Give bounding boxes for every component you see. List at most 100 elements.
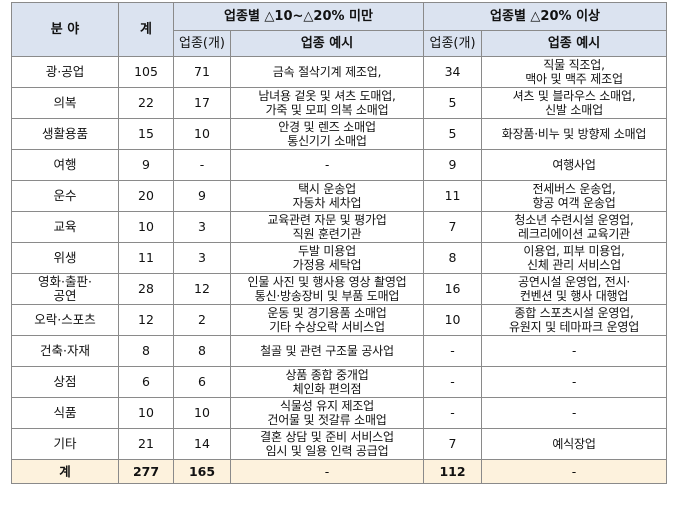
row-g2-examples-line: 신체 관리 서비스업 [527,258,621,272]
table-row: 식품 10 10 식물성 유지 제조업 건어물 및 젓갈류 소매업 - - [11,397,668,429]
row-g2-count: - [423,335,483,367]
row-g2-count: 7 [423,428,483,460]
row-g2-examples-line: 컨벤션 및 행사 대행업 [519,289,629,303]
row-g1-count: 71 [173,56,231,88]
header-g2-examples: 업종 예시 [481,30,668,57]
table-row: 영화·출판· 공연 28 12 인물 사진 및 행사용 영상 촬영업 통신·방송장비 및 … [11,273,668,305]
row-g1-examples: 식물성 유지 제조업 건어물 및 젓갈류 소매업 [229,397,425,429]
row-g1-examples: 결혼 상담 및 준비 서비스업 임시 및 일용 인력 공급업 [229,428,425,460]
row-field: 건축·자재 [11,335,119,367]
industry-table-container: 분 야 계 업종별 △10~△20% 미만 업종별 △20% 이상 업종(개) … [11,2,668,484]
row-g1-examples-line: 임시 및 일용 인력 공급업 [265,444,389,458]
row-g1-examples-line: 식물성 유지 제조업 [280,399,374,413]
row-g2-examples-line: 셔츠 및 블라우스 소매업, [512,89,636,103]
row-g1-examples-line: 가죽 및 모피 의복 소매업 [265,103,389,117]
row-field: 여행 [11,149,119,181]
total-g2-count: 112 [423,459,483,484]
row-field-line: 영화·출판· [38,274,92,289]
row-g1-examples-line: 안경 및 렌즈 소매업 [278,120,376,134]
row-field: 기타 [11,428,119,460]
table-row: 건축·자재 8 8 철골 및 관련 구조물 공사업 - - [11,335,668,367]
row-g1-examples-line: 인물 사진 및 행사용 영상 촬영업 [247,275,407,289]
row-g1-examples: 운동 및 경기용품 소매업 기타 수상오락 서비스업 [229,304,425,336]
row-total: 105 [118,56,174,88]
industry-table: 분 야 계 업종별 △10~△20% 미만 업종별 △20% 이상 업종(개) … [11,2,668,484]
row-field: 생활용품 [11,118,119,150]
row-g1-examples-line: 체인화 편의점 [292,382,362,396]
row-g2-examples: 셔츠 및 블라우스 소매업, 신발 소매업 [481,87,668,119]
row-g1-examples-line: 결혼 상담 및 준비 서비스업 [260,430,394,444]
row-g2-examples-line: - [571,375,577,389]
row-g2-examples-line: 레크리에이션 교육기관 [518,227,631,241]
total-g1-examples: - [229,459,425,484]
row-g1-examples: 두발 미용업 가정용 세탁업 [229,242,425,274]
table-row: 위생 11 3 두발 미용업 가정용 세탁업 8 이용업, 피부 미용업, 신체 관리 서비스… [11,242,668,274]
row-total: 10 [118,211,174,243]
row-field: 교육 [11,211,119,243]
row-g2-examples-line: 종합 스포츠시설 운영업, [514,306,634,320]
table-body: 광·공업 105 71 금속 절삭기계 제조업, 34 직물 직조업, 맥아 및 맥주 제조… [11,56,668,484]
table-row: 광·공업 105 71 금속 절삭기계 제조업, 34 직물 직조업, 맥아 및 맥주 제조… [11,56,668,88]
row-g1-examples-line: 통신·방송장비 및 부품 도매업 [254,289,400,303]
row-g2-examples: 공연시설 운영업, 전시· 컨벤션 및 행사 대행업 [481,273,668,305]
row-g2-count: 34 [423,56,483,88]
row-g1-examples-line: 자동차 세차업 [292,196,362,210]
row-g2-examples-line: - [571,344,577,358]
row-field: 오락·스포츠 [11,304,119,336]
row-total: 6 [118,366,174,398]
header-total: 계 [118,2,174,57]
row-g1-examples-line: 가정용 세탁업 [292,258,362,272]
row-g1-examples: 택시 운송업 자동차 세차업 [229,180,425,212]
header-group2: 업종별 △20% 이상 [423,2,668,31]
row-total: 22 [118,87,174,119]
total-row: 계 277 165 - 112 - [11,459,668,484]
total-g1-count: 165 [173,459,231,484]
header-group1: 업종별 △10~△20% 미만 [172,2,425,31]
row-total: 11 [118,242,174,274]
row-g1-examples-line: 철골 및 관련 구조물 공사업 [260,344,394,358]
table-row: 여행 9- -9 여행사업 [11,149,668,181]
row-g1-count: 14 [173,428,231,460]
row-g2-examples-line: 청소년 수련시설 운영업, [514,213,634,227]
row-g1-examples-line: 기타 수상오락 서비스업 [269,320,385,334]
row-field: 영화·출판· 공연 [11,273,119,305]
row-g2-examples: 예식장업 [481,428,668,460]
table-row: 의복 22 17 남녀용 겉옷 및 셔츠 도매업, 가죽 및 모피 의복 소매업 5 셔츠 … [11,87,668,119]
row-field: 의복 [11,87,119,119]
table-row: 운수 20 9 택시 운송업 자동차 세차업 11 전세버스 운송업, 항공 여객 운송업 [11,180,668,212]
row-field-line: 공연 [53,288,77,303]
row-g2-examples-line: 화장품·비누 및 방향제 소매업 [501,127,647,141]
row-total: 21 [118,428,174,460]
row-g1-count: 3 [173,211,231,243]
row-g1-count: 12 [173,273,231,305]
row-g1-count: 9 [173,180,231,212]
row-g1-examples: 남녀용 겉옷 및 셔츠 도매업, 가죽 및 모피 의복 소매업 [229,87,425,119]
row-g2-count: - [423,397,483,429]
row-g2-count: 11 [423,180,483,212]
row-g2-examples-line: 항공 여객 운송업 [532,196,616,210]
row-g2-examples-line: 공연시설 운영업, 전시· [518,275,631,289]
table-row: 교육 10 3 교육관련 자문 및 평가업 직원 훈련기관 7 청소년 수련시설 운영업, 레… [11,211,668,243]
row-g2-examples-line: 신발 소매업 [545,103,603,117]
row-g2-count: 9 [423,149,483,181]
row-g1-examples-line: 금속 절삭기계 제조업, [272,65,382,79]
row-g1-count: 6 [173,366,231,398]
row-g2-examples: 여행사업 [481,149,668,181]
row-g1-examples: 안경 및 렌즈 소매업 통신기기 소매업 [229,118,425,150]
row-field: 식품 [11,397,119,429]
row-g2-examples: 종합 스포츠시설 운영업, 유원지 및 테마파크 운영업 [481,304,668,336]
row-g1-examples: 철골 및 관련 구조물 공사업 [229,335,425,367]
row-total: 15 [118,118,174,150]
row-g1-examples: 교육관련 자문 및 평가업 직원 훈련기관 [229,211,425,243]
table-row: 오락·스포츠 12 2 운동 및 경기용품 소매업 기타 수상오락 서비스업 10 종합 스… [11,304,668,336]
row-g1-examples-line: 건어물 및 젓갈류 소매업 [267,413,387,427]
row-g1-examples: 금속 절삭기계 제조업, [229,56,425,88]
row-g2-count: 7 [423,211,483,243]
row-g1-count: 8 [173,335,231,367]
row-g2-count: 16 [423,273,483,305]
row-g2-examples-line: 이용업, 피부 미용업, [523,244,625,258]
row-g1-examples: 인물 사진 및 행사용 영상 촬영업 통신·방송장비 및 부품 도매업 [229,273,425,305]
row-field: 상점 [11,366,119,398]
row-total: 9 [118,149,174,181]
row-g1-examples: - [229,149,425,181]
